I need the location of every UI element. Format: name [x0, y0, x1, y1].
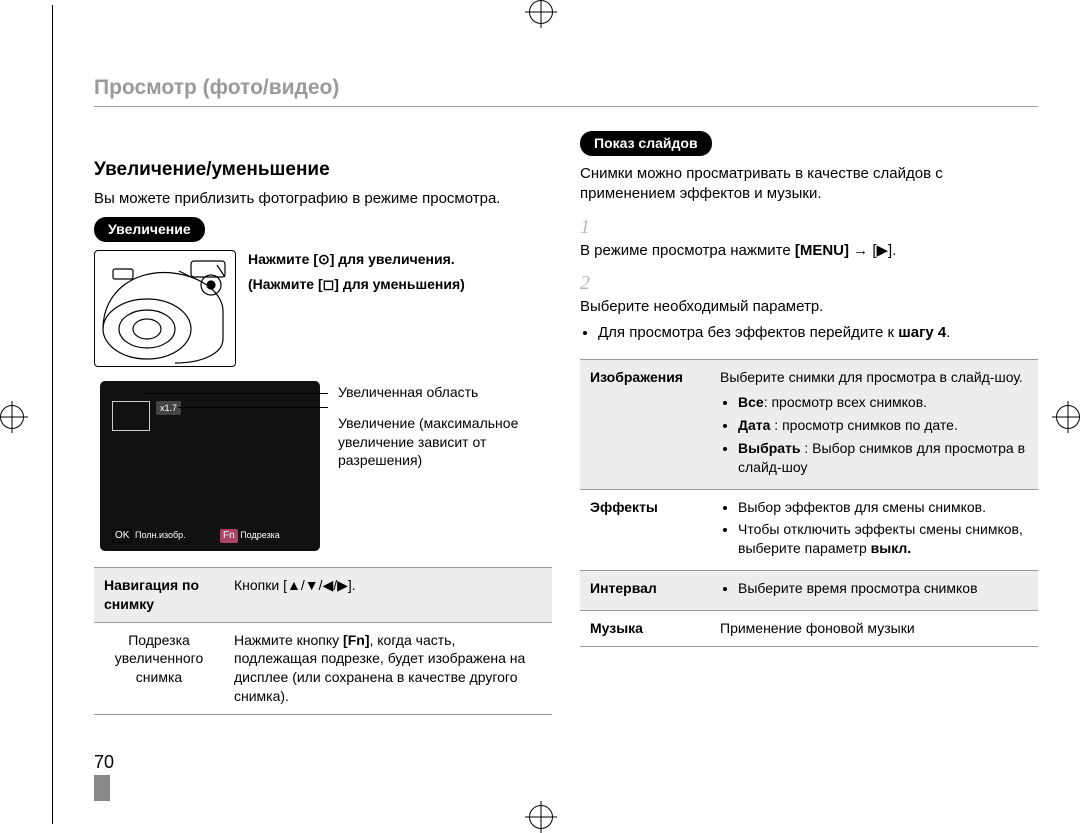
instr-zoom-in: Нажмите [⊙] для увеличения.	[248, 250, 465, 269]
manual-page: Просмотр (фото/видео) Увеличение/уменьше…	[0, 0, 1080, 829]
annot-ratio: Увеличение (максимальное увеличение зави…	[338, 414, 528, 471]
table-row: Интервал Выберите время просмотра снимко…	[580, 571, 1038, 611]
target-icon: ⊙	[318, 251, 330, 267]
camera-illustration-row: Нажмите [⊙] для увеличения. (Нажмите [◻]…	[94, 250, 552, 367]
list-item: Дата : просмотр снимков по дате.	[738, 416, 1028, 435]
row-body: Кнопки [▲/▼/◀/▶].	[224, 567, 552, 622]
lcd-diagram: x1.7 OK Полн.изобр. Fn Подрезка Увеличен…	[94, 381, 552, 551]
list-item: Выберите время просмотра снимков	[738, 579, 1028, 598]
steps: 1 В режиме просмотра нажмите [MENU] → [▶…	[580, 214, 1038, 347]
left-column: Увеличение/уменьшение Вы можете приблизи…	[94, 131, 552, 715]
list-item: Чтобы отключить эффекты смены снимков, в…	[738, 520, 1028, 558]
lcd-fn-hint: Fn Подрезка	[220, 529, 280, 543]
section-title: Просмотр (фото/видео)	[94, 76, 1038, 100]
leader-1	[142, 393, 328, 394]
registration-mark-top	[529, 0, 553, 24]
table-row: Эффекты Выбор эффектов для смены снимков…	[580, 489, 1038, 571]
step-number: 1	[580, 214, 602, 241]
step-1: 1 В режиме просмотра нажмите [MENU] → [▶…	[580, 214, 1038, 261]
row-header: Навигация по снимку	[94, 567, 224, 622]
section-rule	[94, 106, 1038, 107]
registration-mark-right	[1056, 405, 1080, 429]
registration-mark-bottom	[529, 805, 553, 829]
left-heading: Увеличение/уменьшение	[94, 157, 552, 183]
zoom-area-indicator	[112, 401, 150, 431]
instr-zoom-out: (Нажмите [◻] для уменьшения)	[248, 275, 465, 294]
row-body: Выберите время просмотра снимков	[710, 571, 1038, 611]
step-text: Выберите необходимый параметр. Для просм…	[580, 297, 1012, 348]
left-table: Навигация по снимку Кнопки [▲/▼/◀/▶]. По…	[94, 567, 552, 715]
slideshow-pill: Показ слайдов	[580, 131, 712, 156]
step-2: 2 Выберите необходимый параметр. Для про…	[580, 270, 1038, 348]
zoom-instructions: Нажмите [⊙] для увеличения. (Нажмите [◻]…	[248, 250, 465, 294]
columns: Увеличение/уменьшение Вы можете приблизи…	[94, 131, 1038, 715]
content-area: Просмотр (фото/видео) Увеличение/уменьше…	[94, 76, 1038, 794]
zoom-level-badge: x1.7	[156, 401, 181, 415]
row-header: Интервал	[580, 571, 710, 611]
table-row: Подрезка увеличенного снимка Нажмите кно…	[94, 622, 552, 715]
lcd-annotations: Увеличенная область Увеличение (максимал…	[338, 381, 528, 471]
right-table: Изображения Выберите снимки для просмотр…	[580, 359, 1038, 647]
step-text: В режиме просмотра нажмите [MENU] → [▶].	[580, 241, 1012, 261]
row-body: Нажмите кнопку [Fn], когда часть, подлеж…	[224, 622, 552, 715]
row-header: Эффекты	[580, 489, 710, 571]
row-body: Выбор эффектов для смены снимков. Чтобы …	[710, 489, 1038, 571]
effects-list: Выбор эффектов для смены снимков. Чтобы …	[738, 498, 1028, 559]
step-2-bullets: Для просмотра без эффектов перейдите к ш…	[598, 323, 1012, 343]
zoom-pill: Увеличение	[94, 217, 205, 242]
interval-list: Выберите время просмотра снимков	[738, 579, 1028, 598]
bullet: Для просмотра без эффектов перейдите к ш…	[598, 323, 1012, 343]
registration-mark-left	[0, 405, 24, 429]
leader-2	[178, 407, 328, 408]
list-item: Выбор эффектов для смены снимков.	[738, 498, 1028, 517]
list-item: Все: просмотр всех снимков.	[738, 393, 1028, 412]
row-body: Выберите снимки для просмотра в слайд-шо…	[710, 360, 1038, 489]
left-intro: Вы можете приблизить фотографию в режиме…	[94, 189, 552, 209]
right-intro: Снимки можно просматривать в качестве сл…	[580, 164, 1038, 205]
table-row: Музыка Применение фоновой музыки	[580, 611, 1038, 647]
row-header: Музыка	[580, 611, 710, 647]
page-number-text: 70	[94, 752, 114, 772]
trim-line	[52, 5, 53, 824]
page-number: 70	[94, 752, 114, 801]
camera-illustration	[94, 250, 236, 367]
row-header: Изображения	[580, 360, 710, 489]
page-number-bar	[94, 775, 110, 801]
table-row: Навигация по снимку Кнопки [▲/▼/◀/▶].	[94, 567, 552, 622]
row-body: Применение фоновой музыки	[710, 611, 1038, 647]
rect-icon: ◻	[323, 276, 335, 292]
annot-area: Увеличенная область	[338, 383, 528, 402]
row-header: Подрезка увеличенного снимка	[94, 622, 224, 715]
lcd-ok-hint: OK Полн.изобр.	[112, 529, 186, 543]
table-row: Изображения Выберите снимки для просмотр…	[580, 360, 1038, 489]
options-list: Все: просмотр всех снимков. Дата : просм…	[738, 393, 1028, 477]
list-item: Выбрать : Выбор снимков для просмотра в …	[738, 439, 1028, 477]
camera-svg	[95, 251, 235, 366]
right-column: Показ слайдов Снимки можно просматривать…	[580, 131, 1038, 715]
step-number: 2	[580, 270, 602, 297]
